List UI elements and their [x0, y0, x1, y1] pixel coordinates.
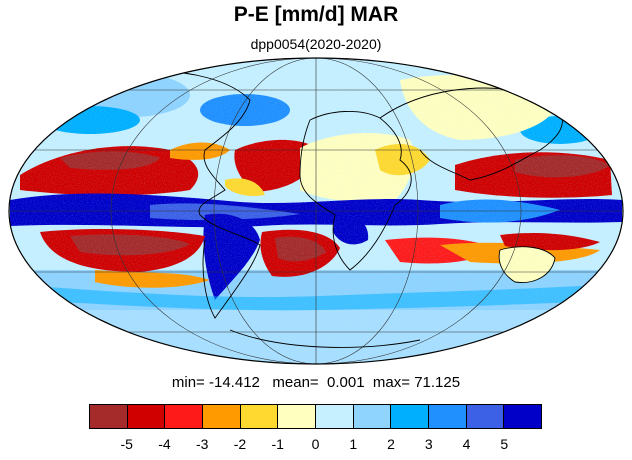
max-label: max=: [372, 374, 411, 391]
eurasia-coast: [379, 87, 563, 181]
colorbar-bin: [278, 405, 317, 428]
colorbar-tick-label: 1: [349, 436, 358, 452]
colorbar-tick-label: 5: [500, 436, 509, 452]
colorbar: [89, 404, 542, 429]
colorbar-tick-label: -4: [158, 436, 171, 452]
colorbar-bin: [165, 405, 204, 428]
colorbar-tick-label: -3: [196, 436, 209, 452]
colorbar-tick-label: -5: [120, 436, 133, 452]
mean-value: 0.001: [327, 374, 365, 391]
americas-coast: [149, 71, 261, 319]
min-label: min=: [171, 374, 205, 391]
colorbar-bin: [127, 405, 166, 428]
colorbar-bin: [504, 405, 542, 428]
map-subtitle: dpp0054(2020-2020): [250, 36, 382, 52]
mean-label: mean=: [272, 374, 319, 391]
colorbar-tick-label: 4: [462, 436, 471, 452]
colorbar-tick-label: -2: [233, 436, 247, 452]
africa-coast: [299, 110, 412, 271]
map-title: P-E [mm/d] MAR: [233, 3, 399, 26]
max-value: 71.125: [414, 374, 461, 391]
colorbar-bin: [240, 405, 279, 428]
colorbar-bin: [429, 405, 467, 428]
min-value: -14.412: [209, 374, 260, 391]
colorbar-bin: [90, 405, 128, 428]
antarctica-coast: [229, 329, 421, 348]
field-statistics: min= -14.412 mean= 0.001 max= 71.125: [0, 374, 632, 391]
globe-outline: [8, 57, 624, 365]
australia-coast: [498, 246, 556, 283]
coastlines: [149, 71, 563, 348]
colorbar-bin: [316, 405, 354, 428]
colorbar-tick-label: -1: [271, 436, 284, 452]
colorbar-tick-label: 2: [387, 436, 395, 452]
colorbar-bin: [353, 405, 392, 428]
colorbar-tick-label: 0: [311, 436, 320, 452]
colorbar-tick-label: 3: [424, 436, 433, 452]
colorbar-ticks: -5 -4 -3 -2 -1 0 1 2 3 4 5: [89, 436, 542, 456]
colorbar-bin: [391, 405, 430, 428]
colorbar-bin: [203, 405, 241, 428]
colorbar-bin: [466, 405, 505, 428]
